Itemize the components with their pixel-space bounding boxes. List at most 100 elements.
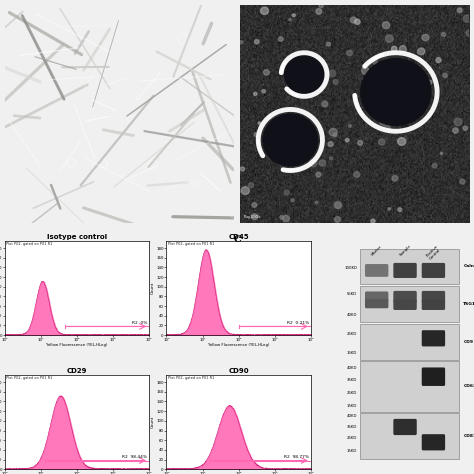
Text: Plot P02, gated on P01 R1: Plot P02, gated on P01 R1: [168, 376, 214, 380]
Circle shape: [383, 22, 390, 29]
Circle shape: [373, 60, 377, 64]
Circle shape: [327, 42, 330, 46]
Circle shape: [328, 142, 333, 146]
Text: 25KD: 25KD: [347, 437, 357, 440]
Circle shape: [289, 18, 292, 21]
Circle shape: [428, 80, 432, 84]
Circle shape: [277, 117, 281, 120]
Circle shape: [335, 217, 341, 222]
Circle shape: [254, 133, 258, 137]
Text: R2  0%: R2 0%: [132, 320, 147, 325]
Text: Calnexin: Calnexin: [463, 264, 474, 268]
FancyBboxPatch shape: [422, 263, 445, 278]
Circle shape: [263, 114, 318, 166]
Text: 35KD: 35KD: [347, 378, 357, 382]
Circle shape: [380, 120, 385, 125]
Circle shape: [334, 202, 341, 209]
Circle shape: [355, 19, 360, 25]
Circle shape: [252, 214, 258, 219]
Circle shape: [358, 140, 363, 145]
FancyBboxPatch shape: [422, 367, 445, 386]
Y-axis label: Count: Count: [151, 416, 155, 428]
Circle shape: [379, 139, 385, 145]
Circle shape: [443, 73, 447, 78]
Circle shape: [319, 160, 326, 166]
Circle shape: [283, 215, 290, 222]
Circle shape: [419, 52, 421, 55]
FancyBboxPatch shape: [393, 300, 417, 310]
Circle shape: [436, 58, 441, 63]
Text: 40KD: 40KD: [347, 365, 357, 370]
Circle shape: [319, 4, 323, 8]
Circle shape: [457, 8, 462, 12]
Text: 35KD: 35KD: [347, 425, 357, 429]
Circle shape: [262, 90, 265, 93]
Circle shape: [440, 152, 443, 155]
Circle shape: [463, 126, 467, 130]
Circle shape: [414, 109, 417, 111]
Circle shape: [248, 182, 254, 188]
Text: 15KD: 15KD: [347, 404, 357, 409]
Circle shape: [398, 137, 406, 146]
Text: Marker: Marker: [371, 244, 383, 256]
Text: Plot P02, gated on P01 R1: Plot P02, gated on P01 R1: [6, 242, 53, 246]
Circle shape: [333, 133, 337, 137]
Circle shape: [385, 35, 393, 42]
Circle shape: [364, 82, 366, 85]
X-axis label: Yellow Fluorescence (YEL-HLog): Yellow Fluorescence (YEL-HLog): [208, 343, 269, 347]
Circle shape: [454, 118, 462, 126]
Circle shape: [295, 118, 298, 121]
Circle shape: [315, 201, 318, 204]
FancyBboxPatch shape: [422, 434, 445, 450]
Circle shape: [329, 128, 337, 136]
Circle shape: [418, 48, 425, 55]
Text: CD81: CD81: [463, 434, 474, 438]
Circle shape: [333, 80, 338, 84]
Text: TSG101: TSG101: [463, 302, 474, 306]
FancyBboxPatch shape: [360, 286, 459, 322]
Circle shape: [241, 187, 249, 194]
Circle shape: [328, 70, 336, 77]
FancyBboxPatch shape: [365, 292, 388, 302]
Circle shape: [278, 37, 283, 41]
Circle shape: [349, 125, 351, 127]
Circle shape: [261, 7, 268, 15]
Text: Positive
Control: Positive Control: [425, 244, 442, 261]
Text: 15KD: 15KD: [347, 351, 357, 355]
Title: CD90: CD90: [228, 368, 249, 374]
Text: 15KD: 15KD: [347, 449, 357, 453]
Circle shape: [283, 125, 292, 133]
Title: CD29: CD29: [67, 368, 87, 374]
Text: Plot P02, gated on P01 R1: Plot P02, gated on P01 R1: [168, 242, 214, 246]
Text: R2  0.21%: R2 0.21%: [287, 320, 309, 325]
FancyBboxPatch shape: [393, 419, 417, 435]
Title: Isotype control: Isotype control: [47, 234, 107, 240]
Circle shape: [371, 219, 375, 223]
Circle shape: [392, 46, 397, 52]
Circle shape: [255, 40, 259, 44]
Circle shape: [264, 70, 269, 75]
Circle shape: [466, 30, 472, 36]
Text: Mag 20000x: Mag 20000x: [245, 215, 261, 219]
FancyBboxPatch shape: [360, 324, 459, 360]
Text: Plot P02, gated on P01 R1: Plot P02, gated on P01 R1: [6, 376, 53, 380]
Circle shape: [392, 175, 398, 181]
Circle shape: [420, 85, 425, 90]
Circle shape: [254, 92, 257, 95]
Circle shape: [284, 56, 324, 93]
Text: 25KD: 25KD: [347, 332, 357, 337]
X-axis label: Yellow Fluorescence (YEL-HLog): Yellow Fluorescence (YEL-HLog): [46, 343, 108, 347]
FancyBboxPatch shape: [393, 291, 417, 302]
Text: Sample: Sample: [399, 244, 412, 257]
Circle shape: [400, 46, 406, 52]
FancyBboxPatch shape: [360, 361, 459, 412]
FancyBboxPatch shape: [360, 249, 459, 284]
Circle shape: [284, 190, 289, 195]
Circle shape: [463, 15, 471, 22]
Title: CD45: CD45: [228, 234, 249, 240]
FancyBboxPatch shape: [393, 263, 417, 278]
Text: 25KD: 25KD: [347, 391, 357, 395]
FancyBboxPatch shape: [360, 413, 459, 459]
Text: C: C: [233, 235, 241, 244]
Circle shape: [292, 14, 295, 17]
